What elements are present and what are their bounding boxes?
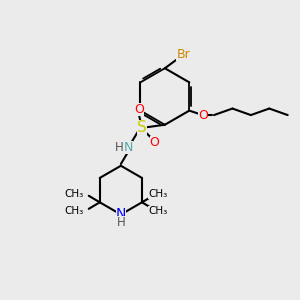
Text: H: H (116, 216, 125, 229)
Text: CH₃: CH₃ (65, 206, 84, 216)
Text: O: O (198, 109, 208, 122)
Text: Br: Br (176, 48, 190, 62)
Text: O: O (134, 103, 144, 116)
Text: O: O (149, 136, 159, 149)
Text: CH₃: CH₃ (65, 189, 84, 199)
Text: CH₃: CH₃ (148, 206, 167, 216)
Text: N: N (124, 140, 133, 154)
Text: CH₃: CH₃ (148, 189, 167, 199)
Text: S: S (137, 120, 147, 135)
Text: H: H (114, 141, 123, 154)
Text: N: N (116, 208, 126, 221)
